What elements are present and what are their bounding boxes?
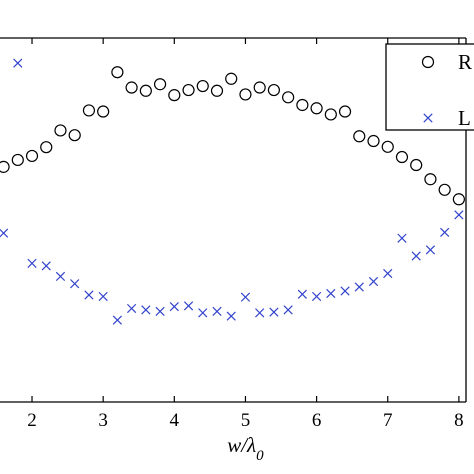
point-l-16 — [226, 311, 236, 321]
point-r-24 — [338, 105, 352, 118]
point-r-28 — [395, 150, 409, 164]
point-l-20 — [283, 305, 293, 315]
x-axis-label-subscript: 0 — [256, 448, 264, 464]
x-tick-label-4: 4 — [170, 410, 180, 431]
point-l-5 — [70, 279, 80, 289]
x-axis-label: w/λ0 — [227, 433, 264, 464]
point-l-31 — [440, 227, 450, 238]
point-r-8 — [111, 66, 124, 79]
point-r-4 — [54, 124, 67, 137]
legend-label-l: L — [458, 106, 471, 130]
point-r-31 — [438, 183, 451, 196]
data-marks — [0, 58, 465, 325]
point-r-29 — [410, 158, 423, 172]
point-r-32 — [452, 193, 465, 206]
point-r-1 — [11, 153, 24, 167]
point-l-3 — [41, 261, 51, 271]
x-axis-label-main: w/λ — [227, 433, 256, 457]
point-r-16 — [225, 72, 238, 85]
point-r-9 — [125, 81, 138, 94]
point-l-1 — [13, 58, 23, 68]
point-r-6 — [82, 104, 96, 117]
x-tick-label-7: 7 — [383, 410, 393, 431]
legend-marker-r-circle — [421, 55, 435, 69]
x-tick-label-3: 3 — [98, 410, 108, 431]
point-r-23 — [324, 108, 337, 121]
point-r-15 — [210, 84, 224, 97]
point-l-28 — [397, 233, 407, 243]
x-tick-label-8: 8 — [454, 410, 464, 431]
point-r-19 — [267, 83, 281, 97]
point-r-2 — [25, 149, 39, 163]
point-l-19 — [269, 307, 279, 317]
point-l-27 — [383, 268, 393, 279]
point-l-26 — [368, 276, 379, 287]
point-l-30 — [425, 245, 436, 255]
point-l-0 — [0, 228, 9, 238]
point-r-27 — [381, 140, 394, 153]
point-r-22 — [310, 102, 323, 115]
point-l-9 — [126, 303, 137, 314]
point-r-25 — [353, 130, 366, 143]
point-l-10 — [141, 305, 151, 315]
x-tick-label-5: 5 — [241, 410, 251, 431]
point-l-8 — [112, 315, 123, 325]
point-r-21 — [296, 98, 309, 112]
point-r-17 — [239, 88, 252, 101]
point-r-0 — [0, 160, 10, 173]
point-l-18 — [255, 308, 265, 318]
legend: R L — [385, 43, 474, 131]
point-l-17 — [240, 292, 251, 302]
point-l-13 — [183, 301, 194, 311]
x-tick-label-2: 2 — [27, 410, 37, 431]
legend-marker-l-cross — [423, 113, 433, 123]
point-l-21 — [297, 289, 307, 299]
point-r-11 — [153, 78, 167, 91]
point-l-22 — [311, 291, 322, 302]
point-l-29 — [411, 251, 421, 261]
point-l-24 — [340, 286, 350, 296]
x-axis-ticks: 2 3 4 5 6 7 8 — [27, 38, 464, 431]
point-r-14 — [196, 79, 209, 93]
point-l-11 — [155, 306, 165, 316]
x-tick-label-6: 6 — [312, 410, 322, 431]
point-r-10 — [139, 84, 152, 97]
point-l-2 — [27, 258, 37, 268]
legend-label-r: R — [458, 50, 472, 74]
point-r-20 — [282, 91, 295, 104]
point-r-12 — [168, 89, 181, 102]
point-l-4 — [55, 271, 66, 282]
point-r-18 — [253, 81, 266, 94]
point-r-7 — [97, 105, 110, 118]
point-l-7 — [98, 291, 108, 302]
point-r-30 — [424, 173, 437, 186]
point-l-23 — [326, 288, 336, 299]
point-r-26 — [367, 134, 380, 148]
point-r-5 — [68, 129, 81, 142]
point-l-6 — [84, 290, 94, 300]
point-r-13 — [182, 83, 195, 97]
point-r-3 — [40, 141, 53, 154]
point-l-12 — [169, 302, 179, 312]
point-l-15 — [212, 306, 222, 316]
point-l-14 — [198, 308, 208, 318]
point-l-25 — [354, 282, 364, 292]
point-l-32 — [454, 210, 464, 220]
